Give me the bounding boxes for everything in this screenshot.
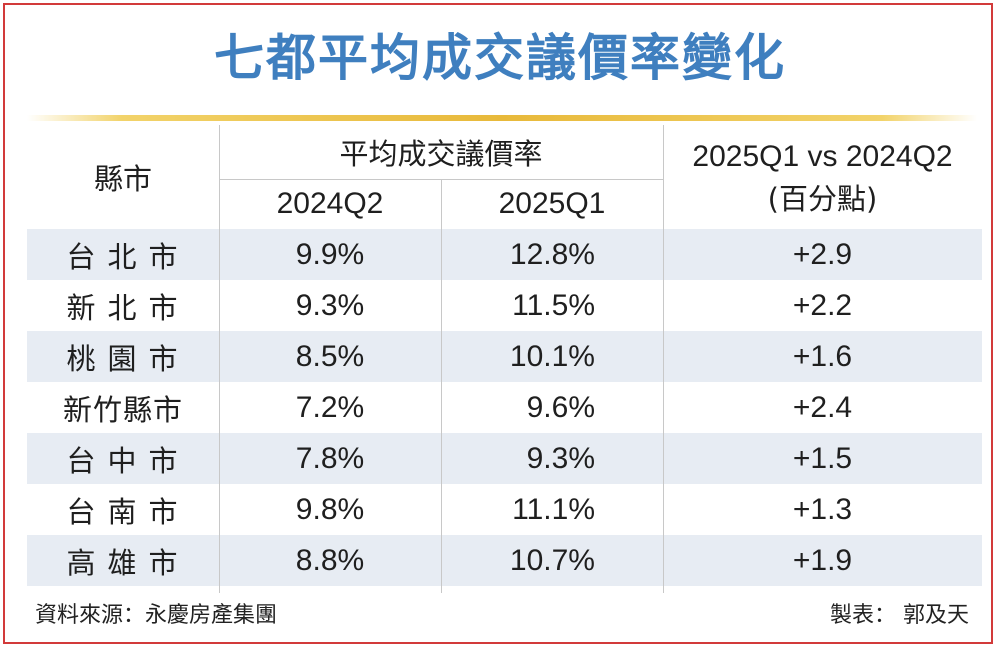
city-cell: 台南市 [66,494,190,529]
rate-2025q1: 11.1% [512,492,595,526]
source-note: 資料來源：永慶房產集團 [35,603,278,628]
table-row: 新竹縣市 7.2% 9.6% +2.4 [27,382,982,433]
city-cell: 桃園市 [66,341,190,376]
column-divider [219,125,220,593]
header-diff: 2025Q1 vs 2024Q2 [692,140,953,173]
rate-diff: +2.2 [792,288,853,322]
row-shade [27,229,982,280]
rate-diff: +1.3 [792,492,853,526]
table-row: 高雄市 8.8% 10.7% +1.9 [27,535,982,586]
header-col-2025q1: 2025Q1 [498,187,606,220]
column-divider [663,125,664,593]
header-diff-unit: (百分點) [767,182,878,216]
rate-2025q1: 9.3% [526,441,595,475]
page-title: 七都平均成交議價率變化 [214,29,786,87]
rate-2024q2: 9.8% [295,492,365,526]
title-divider [27,115,977,121]
header-col-2024q2: 2024Q2 [276,187,384,220]
rate-2024q2: 8.5% [295,339,365,373]
credit-note: 製表： 郭及天 [830,603,969,628]
row-shade [27,433,982,484]
rate-diff: +2.4 [792,390,853,424]
rate-diff: +1.9 [792,543,853,577]
header-city: 縣市 [93,162,152,196]
row-shade [27,331,982,382]
city-cell: 新北市 [66,290,190,325]
rate-2024q2: 7.2% [295,390,365,424]
city-cell: 新竹縣市 [62,392,183,427]
infographic-frame: 七都平均成交議價率變化 縣市 平均成交議價率 2024Q2 2025Q1 202… [3,3,993,644]
rate-2024q2: 9.3% [295,288,365,322]
rate-2024q2: 9.9% [295,237,365,271]
rate-2025q1: 12.8% [509,237,595,271]
table-row: 台中市 7.8% 9.3% +1.5 [27,433,982,484]
rate-2025q1: 10.7% [509,543,595,577]
column-divider [441,179,442,593]
rate-2025q1: 11.5% [512,288,595,322]
table-row: 新北市 9.3% 11.5% +2.2 [27,280,982,331]
city-cell: 高雄市 [66,545,190,580]
rate-2024q2: 8.8% [295,543,365,577]
rate-diff: +1.5 [792,441,853,475]
table-row: 台南市 9.8% 11.1% +1.3 [27,484,982,535]
rate-2025q1: 9.6% [526,390,595,424]
header-subdivider [219,179,663,180]
row-shade [27,535,982,586]
rate-2024q2: 7.8% [295,441,365,475]
header-group: 平均成交議價率 [339,137,543,171]
table-row: 台北市 9.9% 12.8% +2.9 [27,229,982,280]
rate-diff: +1.6 [792,339,853,373]
rate-2025q1: 10.1% [509,339,595,373]
table-row: 桃園市 8.5% 10.1% +1.6 [27,331,982,382]
rate-diff: +2.9 [792,237,853,271]
city-cell: 台中市 [66,443,190,478]
data-table: 縣市 平均成交議價率 2024Q2 2025Q1 2025Q1 vs 2024Q… [27,125,982,593]
city-cell: 台北市 [66,239,190,274]
